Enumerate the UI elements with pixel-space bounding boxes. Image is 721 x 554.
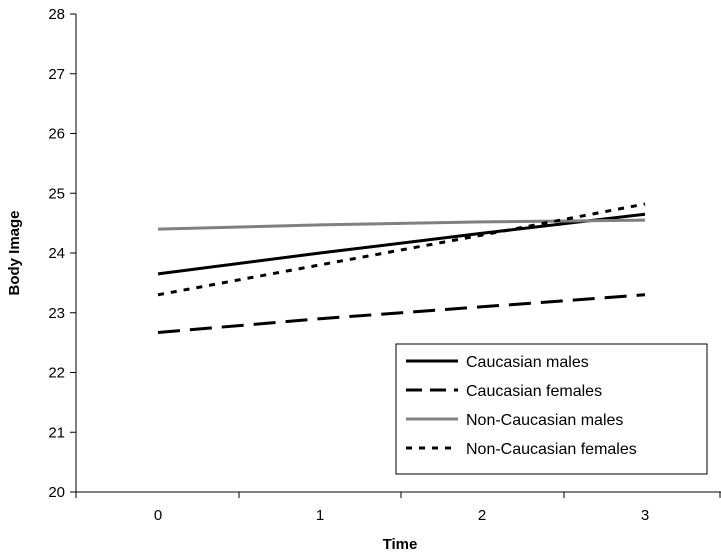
y-axis-title: Body Image xyxy=(6,210,23,295)
y-tick-label: 22 xyxy=(48,365,65,382)
y-axis: 20 21 22 23 24 25 26 27 28 xyxy=(48,6,77,501)
series-lines xyxy=(157,202,646,334)
x-axis-title: Time xyxy=(383,536,418,553)
y-tick-label: 28 xyxy=(48,6,65,23)
series-line xyxy=(157,218,646,231)
series-line xyxy=(157,212,646,276)
y-tick-label: 25 xyxy=(48,185,65,202)
series-line xyxy=(157,293,646,334)
x-axis: 0 1 2 3 xyxy=(75,491,721,524)
legend-label: Caucasian females xyxy=(466,383,602,400)
x-tick-label: 1 xyxy=(316,507,324,524)
legend-label: Non-Caucasian females xyxy=(466,441,637,458)
y-tick-label: 24 xyxy=(48,245,65,262)
y-tick-label: 26 xyxy=(48,126,65,143)
series-line xyxy=(157,202,646,297)
x-tick-label: 3 xyxy=(641,507,649,524)
legend-box xyxy=(395,343,708,475)
x-tick-label: 0 xyxy=(154,507,162,524)
legend: Caucasian males Caucasian females Non-Cauc… xyxy=(395,343,708,475)
y-tick-label: 20 xyxy=(48,484,65,501)
y-tick-label: 21 xyxy=(48,424,65,441)
y-tick-label: 23 xyxy=(48,305,65,322)
legend-label: Caucasian males xyxy=(466,354,589,371)
x-tick-label: 2 xyxy=(478,507,486,524)
y-tick-label: 27 xyxy=(48,66,65,83)
legend-label: Non-Caucasian males xyxy=(466,412,623,429)
